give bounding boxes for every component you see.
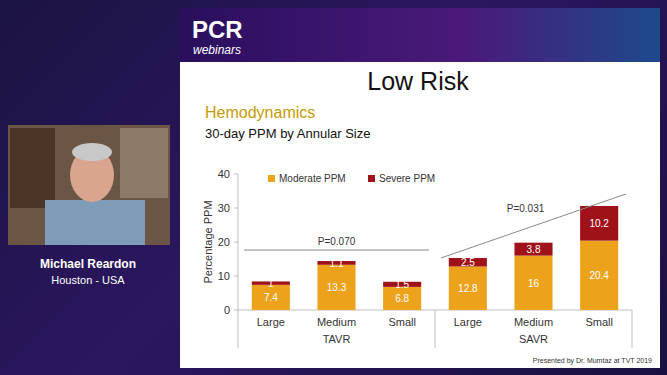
- y-tick-label: 30: [218, 202, 230, 214]
- credit: Presented by Dr. Mumtaz at TVT 2019: [533, 357, 652, 365]
- speaker-body: [45, 200, 145, 245]
- slide-header: [180, 8, 660, 62]
- data-label: 13.3: [327, 282, 347, 293]
- y-tick-label: 0: [224, 304, 230, 316]
- p-value: P=0.070: [318, 236, 356, 247]
- speaker-name: Michael Reardon: [40, 257, 136, 271]
- y-axis-label: Percentage PPM: [202, 200, 214, 283]
- chart-title: 30-day PPM by Annular Size: [205, 126, 370, 141]
- slide: [180, 8, 660, 368]
- bar-segment: [514, 256, 552, 310]
- wall: [120, 128, 168, 198]
- legend-label: Severe PPM: [379, 173, 435, 184]
- data-label: 16: [528, 278, 540, 289]
- data-label: 12.8: [458, 283, 478, 294]
- bookshelf: [10, 128, 55, 208]
- data-label: 20.4: [589, 270, 609, 281]
- x-tick-label: Large: [454, 316, 482, 328]
- x-tick-label: Medium: [317, 316, 356, 328]
- data-label: 2.5: [461, 257, 475, 268]
- bar-segment: [514, 243, 552, 256]
- brand: PCR: [192, 16, 243, 43]
- y-tick: [234, 242, 238, 243]
- bar-segment: [580, 206, 618, 241]
- data-labels: 7.4 1 13.3 1.1 6.8 1.5 12.8 2.5 16 3.8 20.4 10.2: [264, 218, 609, 304]
- trend-line: [441, 194, 626, 258]
- y-tick: [234, 310, 238, 311]
- data-label: 10.2: [589, 218, 609, 229]
- data-label: 3.8: [527, 244, 541, 255]
- legend-swatch: [368, 175, 375, 182]
- legend: Moderate PPM Severe PPM: [268, 173, 435, 184]
- y-tick: [234, 208, 238, 209]
- y-tick-label: 20: [218, 236, 230, 248]
- y-tick: [234, 276, 238, 277]
- bar-segment: [580, 241, 618, 310]
- y-tick-label: 10: [218, 270, 230, 282]
- bar-segment: [317, 265, 355, 310]
- speaker-video: [8, 125, 170, 245]
- section: Hemodynamics: [205, 104, 315, 121]
- significance-line: [244, 250, 429, 251]
- group-separator: [238, 310, 239, 348]
- slide-title: Low Risk: [367, 67, 469, 95]
- bars: [252, 206, 618, 310]
- group-label: TAVR: [323, 333, 351, 345]
- data-label: 7.4: [264, 292, 278, 303]
- bar-segment: [383, 287, 421, 310]
- data-label: 6.8: [395, 293, 409, 304]
- x-tick-label: Large: [257, 316, 285, 328]
- group-label: SAVR: [519, 333, 548, 345]
- group-separator: [632, 310, 633, 348]
- legend-swatch: [268, 175, 275, 182]
- speaker-hair: [72, 143, 112, 161]
- y-tick: [234, 174, 238, 175]
- y-tick-label: 40: [218, 168, 230, 180]
- legend-label: Moderate PPM: [279, 173, 346, 184]
- chart: 0 10 20 30 40 Percentage PPM Large Medium Small L…: [202, 168, 632, 348]
- data-label: 1.5: [395, 279, 409, 290]
- speaker-location: Houston - USA: [51, 274, 125, 286]
- x-tick-label: Small: [585, 316, 613, 328]
- data-label: 1.1: [330, 258, 344, 269]
- x-tick-label: Medium: [514, 316, 553, 328]
- brand-sub: webinars: [193, 43, 241, 57]
- group-separator: [435, 310, 436, 348]
- data-label: 1: [268, 278, 274, 289]
- canvas: PCRwebinars Low Risk Hemodynamics 30-day PP…: [0, 0, 667, 375]
- bar-segment: [449, 266, 487, 310]
- x-tick-label: Small: [388, 316, 416, 328]
- p-value: P=0.031: [507, 203, 545, 214]
